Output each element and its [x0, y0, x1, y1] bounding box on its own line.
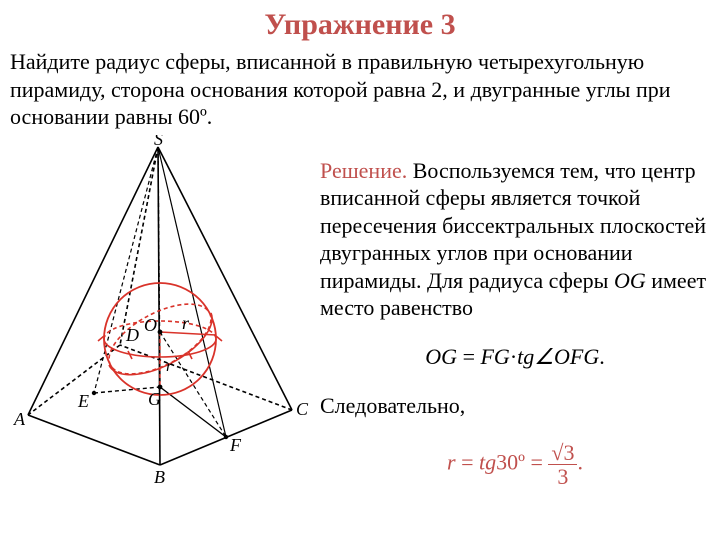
label-B: B [154, 467, 165, 485]
label-D: D [125, 325, 139, 345]
solution-lead: Решение. [320, 158, 407, 183]
label-r: r [182, 313, 190, 333]
f2-eq2: = [525, 450, 548, 475]
label-A: A [13, 409, 26, 429]
f2-frac: √33 [548, 441, 577, 488]
f1-eq: = [457, 344, 480, 369]
label-C: C [296, 399, 309, 419]
f2-per: . [577, 450, 583, 475]
therefore-text: Следовательно, [320, 392, 710, 420]
f1-per: . [599, 344, 605, 369]
f2-tg: tg [479, 450, 496, 475]
figure-container: S A B C D E F G O r r [10, 135, 310, 485]
solution-text: Решение. Воспользуемся тем, что центр вп… [320, 157, 710, 322]
label-S: S [154, 135, 163, 149]
f2-deg: 30º [496, 450, 525, 475]
pyramid-figure: S A B C D E F G O r r [10, 135, 310, 485]
f1-ang: ∠OFG [534, 344, 599, 369]
f2-eq1: = [456, 450, 479, 475]
formula-og: OG = FG·tg∠OFG. [320, 344, 710, 370]
f2-num: √3 [548, 441, 577, 465]
f1-mid: FG [480, 344, 509, 369]
radius-label: OG [614, 268, 646, 293]
label-E: E [77, 391, 89, 411]
f1-lhs: OG [425, 344, 457, 369]
label-F: F [229, 435, 242, 455]
f2-den: 3 [548, 465, 577, 488]
label-G: G [148, 389, 161, 409]
f1-tg: tg [517, 344, 534, 369]
f2-r: r [447, 450, 456, 475]
problem-statement: Найдите радиус сферы, вписанной в правил… [10, 48, 710, 131]
label-r2: r [166, 358, 173, 375]
formula-result: r = tg30º = √33. [320, 441, 710, 488]
label-O: O [144, 315, 157, 335]
page-title: Упражнение 3 [10, 8, 710, 42]
